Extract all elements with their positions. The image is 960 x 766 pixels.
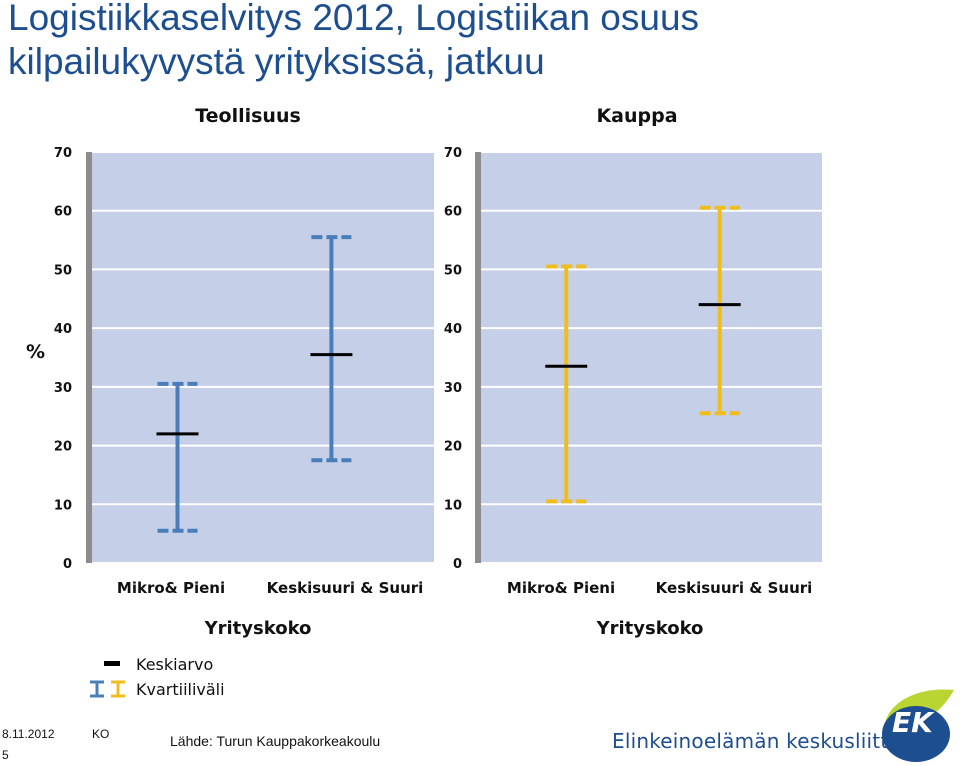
footer-org-name: Elinkeinoelämän keskusliitto bbox=[612, 729, 901, 753]
chart-panel-teollisuus: 0 10 20 30 40 50 60 70 Teollisuus Mikro& Pieni Kes… bbox=[54, 105, 434, 639]
x-axis-label: Yrityskoko bbox=[596, 618, 704, 639]
chart-title: Teollisuus bbox=[195, 105, 301, 127]
y-tick-label: 0 bbox=[63, 557, 72, 572]
y-tick-label: 40 bbox=[54, 322, 72, 337]
legend-mean-icon bbox=[104, 661, 120, 666]
y-tick-label: 70 bbox=[54, 146, 72, 161]
x-category-label: Mikro& Pieni bbox=[117, 579, 225, 597]
x-category-label: Mikro& Pieni bbox=[507, 579, 615, 597]
plot-area bbox=[92, 152, 434, 563]
footer-date: 8.11.2012 bbox=[2, 727, 55, 741]
footer-author: KO bbox=[92, 727, 110, 741]
y-tick-label: 20 bbox=[54, 440, 72, 455]
slide-title-line2: kilpailukyvystä yrityksissä, jatkuu bbox=[8, 41, 545, 82]
slide-title: Logistiikkaselvitys 2012, Logistiikan os… bbox=[8, 0, 699, 84]
legend-range-label: Kvartiiliväli bbox=[136, 680, 225, 699]
y-tick-label: 60 bbox=[54, 205, 72, 220]
plot-area bbox=[481, 152, 822, 563]
ek-logo-text: EK bbox=[892, 706, 933, 739]
y-tick-label: 30 bbox=[54, 381, 72, 396]
x-category-label: Keskisuuri & Suuri bbox=[656, 579, 813, 597]
slide-title-line1: Logistiikkaselvitys 2012, Logistiikan os… bbox=[8, 0, 700, 38]
chart-panel-kauppa: 0 10 20 30 40 50 60 70 Kauppa Mikro& Pieni Keskisu… bbox=[444, 105, 822, 639]
y-tick-label: 50 bbox=[444, 263, 462, 278]
y-axis-line bbox=[475, 152, 481, 563]
y-axis-label: % bbox=[26, 341, 45, 363]
y-axis-line bbox=[86, 152, 92, 563]
ek-logo bbox=[882, 689, 954, 762]
footer-source: Lähde: Turun Kauppakorkeakoulu bbox=[170, 733, 381, 749]
y-tick-label: 40 bbox=[444, 322, 462, 337]
chart-title: Kauppa bbox=[596, 105, 677, 127]
y-tick-label: 70 bbox=[444, 146, 462, 161]
legend-mean-label: Keskiarvo bbox=[136, 655, 213, 674]
legend: Keskiarvo Kvartiiliväli bbox=[90, 655, 225, 699]
y-tick-label: 30 bbox=[444, 381, 462, 396]
y-tick-label: 10 bbox=[444, 498, 462, 513]
y-tick-label: 50 bbox=[54, 263, 72, 278]
x-axis-label: Yrityskoko bbox=[204, 618, 312, 639]
footer-page-number: 5 bbox=[2, 748, 9, 762]
y-tick-label: 0 bbox=[453, 557, 462, 572]
y-tick-label: 60 bbox=[444, 205, 462, 220]
y-tick-label: 10 bbox=[54, 498, 72, 513]
y-tick-label: 20 bbox=[444, 440, 462, 455]
legend-range-icon bbox=[90, 680, 125, 698]
x-category-label: Keskisuuri & Suuri bbox=[267, 579, 424, 597]
